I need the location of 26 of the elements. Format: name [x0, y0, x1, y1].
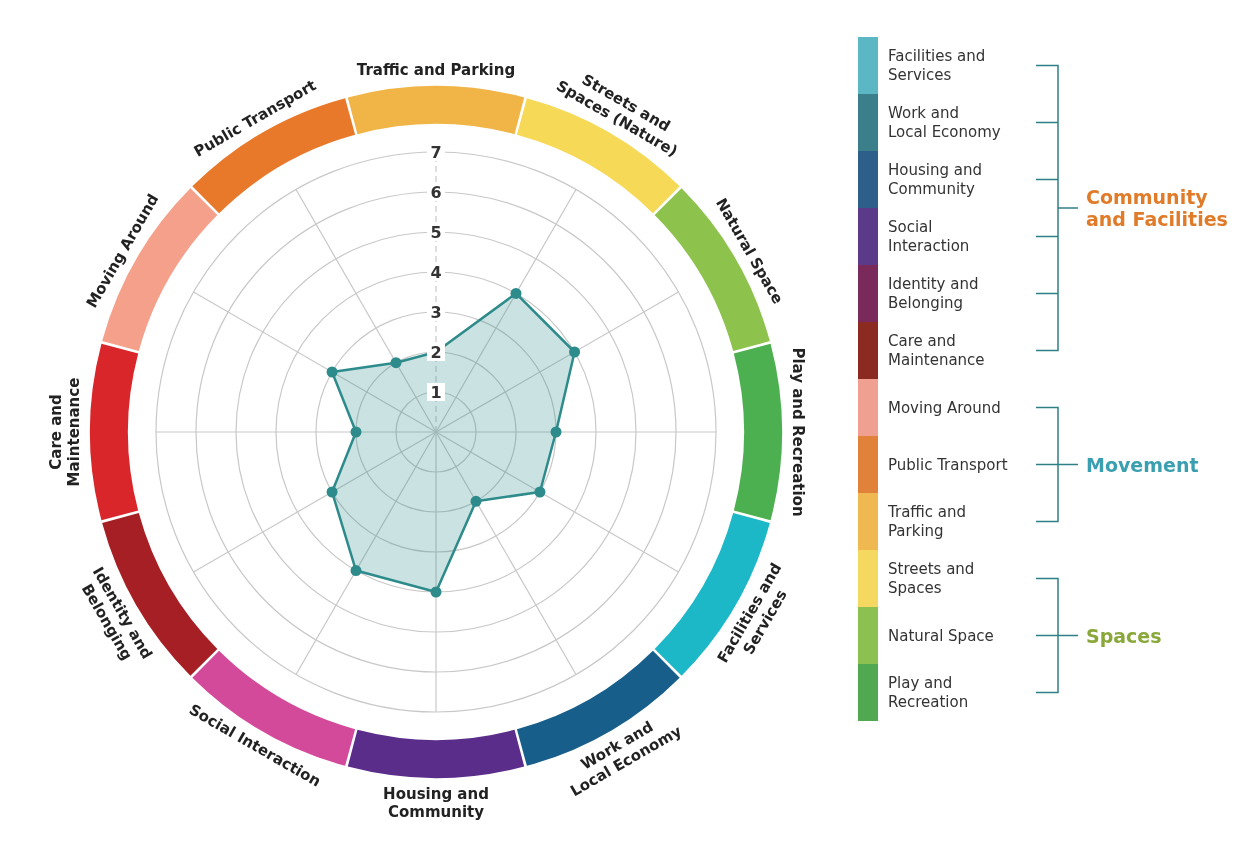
category-label: Housing and Community: [888, 161, 982, 198]
category-label: Public Transport: [888, 455, 1008, 474]
category-label: Streets and Spaces: [888, 560, 975, 597]
y-tick-label: 5: [430, 222, 442, 242]
y-tick-label: 6: [430, 182, 442, 202]
category-label: Play and Recreation: [888, 674, 969, 711]
category-label: Care and Maintenance: [888, 332, 985, 369]
category-label: Social Interaction: [888, 218, 970, 255]
category-label: Identity and Belonging: [888, 275, 979, 312]
category-label: Work and Local Economy: [888, 104, 1001, 141]
category-label: Natural Space: [888, 626, 994, 645]
y-tick-label: 7: [430, 142, 442, 162]
text: Spaces: [1086, 624, 1162, 647]
spoke-label: Housing and Community: [383, 785, 489, 821]
y-tick-label: 3: [430, 302, 442, 322]
category-label: Facilities and Services: [888, 47, 986, 84]
category-label: Traffic and Parking: [887, 503, 967, 540]
spoke-label: Play and Recreation: [789, 347, 807, 517]
y-tick-label: 2: [430, 342, 442, 362]
spoke-label: Care and Maintenance: [47, 377, 83, 487]
text: Movement: [1086, 453, 1199, 476]
category-label: Moving Around: [888, 398, 1001, 417]
text: Community and Facilities: [1086, 186, 1228, 230]
spoke-label: Traffic and Parking: [356, 61, 516, 79]
y-tick-label: 4: [430, 262, 442, 282]
y-tick-label: 1: [430, 382, 442, 402]
